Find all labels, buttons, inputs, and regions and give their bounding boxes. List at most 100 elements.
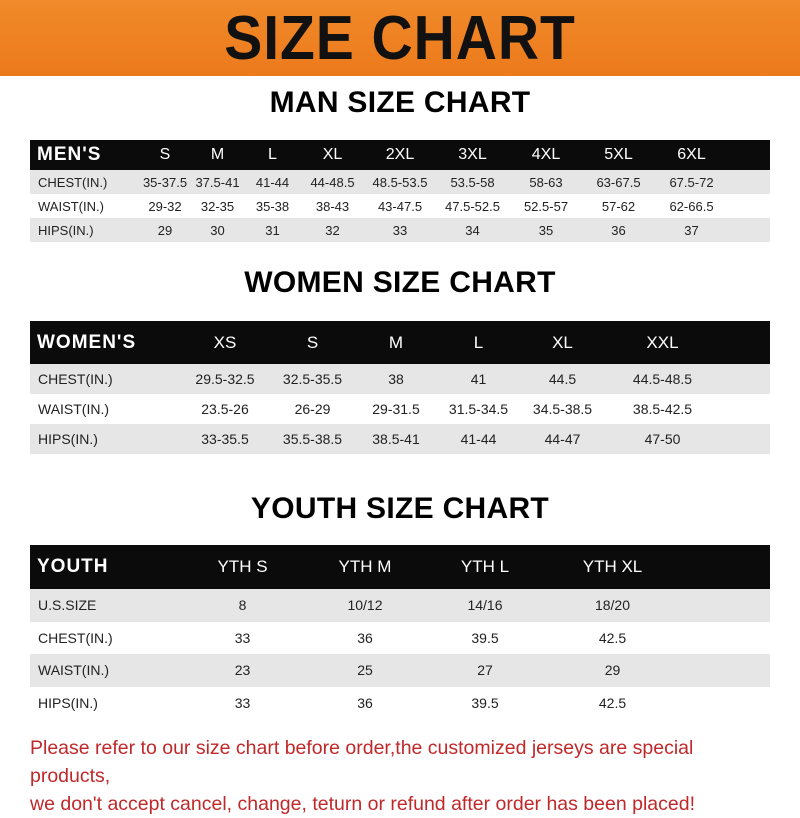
table-row: HIPS(IN.) 29 30 31 32 33 34 35 36 37 (30, 218, 770, 242)
size-header: YTH L (460, 557, 510, 576)
row-label: HIPS(IN.) (38, 222, 94, 238)
table-cell: 30 (210, 222, 225, 238)
table-cell: 8 (238, 597, 247, 614)
table-cell: 39.5 (471, 694, 499, 711)
row-label: WAIST(IN.) (38, 198, 104, 214)
table-cell: 52.5-57 (523, 198, 569, 214)
table-cell: 35-38 (255, 198, 290, 214)
table-cell: 32 (325, 222, 340, 238)
table-row: WAIST(IN.) 23 25 27 29 (30, 654, 770, 687)
table-row: U.S.SIZE 8 10/12 14/16 18/20 (30, 589, 770, 622)
table-cell: 53.5-58 (450, 174, 495, 190)
table-cell: 29 (604, 662, 621, 679)
table-cell: 42.5 (598, 629, 627, 646)
women-size-table: WOMEN'S XS S M L XL XXL CHEST(IN.) 29.5-32.5 32.5… (30, 321, 770, 454)
table-cell: 41-44 (460, 431, 497, 447)
notice-line-2: we don't accept cancel, change, teturn o… (30, 793, 695, 815)
header-row: YOUTH YTH S YTH M YTH L YTH XL (30, 545, 770, 589)
row-label: WAIST(IN.) (38, 662, 110, 679)
table-cell: 41 (470, 371, 487, 387)
table-cell: 33 (392, 222, 408, 238)
table-cell: 44.5-48.5 (632, 371, 693, 387)
table-row: CHEST(IN.) 29.5-32.5 32.5-35.5 38 41 44.5 44.5… (30, 364, 770, 394)
table-cell: 31.5-34.5 (448, 401, 509, 417)
table-cell: 23 (234, 662, 251, 679)
table-cell: 29 (157, 222, 173, 238)
row-label: HIPS(IN.) (38, 431, 98, 447)
row-label: WAIST(IN.) (38, 401, 110, 417)
table-cell: 33 (234, 694, 251, 711)
size-header: 6XL (677, 146, 706, 163)
table-cell: 23.5-26 (201, 401, 249, 417)
size-header: YTH M (338, 557, 392, 576)
table-cell: 10/12 (347, 597, 383, 614)
size-header: 2XL (385, 146, 415, 163)
table-cell: 43-47.5 (377, 198, 423, 214)
table-cell: 38.5-41 (372, 431, 420, 447)
table-heading: YOUTH (37, 556, 109, 577)
size-header: L (268, 146, 277, 163)
table-cell: 44.5 (548, 371, 577, 387)
table-cell: 36 (357, 694, 373, 711)
table-cell: 25 (357, 662, 373, 679)
banner: SIZE CHART (0, 0, 800, 76)
size-header: XL (552, 332, 573, 352)
table-cell: 14/16 (467, 597, 503, 614)
table-cell: 29.5-32.5 (195, 371, 255, 387)
table-cell: 38 (388, 371, 404, 387)
women-chart-title: WOMEN SIZE CHART (244, 266, 556, 299)
size-header: S (159, 146, 171, 163)
table-cell: 34 (465, 222, 480, 238)
table-row: HIPS(IN.) 33-35.5 35.5-38.5 38.5-41 41-44 44-… (30, 424, 770, 454)
size-header: XS (213, 332, 237, 352)
table-cell: 67.5-72 (669, 174, 714, 190)
table-cell: 44-47 (544, 431, 581, 447)
table-cell: 35 (538, 222, 554, 238)
table-cell: 57-62 (601, 198, 636, 214)
size-header: XXL (646, 332, 679, 352)
table-heading: MEN'S (37, 144, 102, 165)
size-header: 3XL (458, 146, 487, 163)
table-cell: 38.5-42.5 (632, 401, 693, 417)
size-header: L (473, 332, 484, 352)
table-cell: 37.5-41 (195, 174, 240, 190)
table-cell: 47.5-52.5 (445, 198, 500, 214)
table-row: WAIST(IN.) 29-32 32-35 35-38 38-43 43-47.5 47.… (30, 194, 770, 218)
table-cell: 63-67.5 (596, 174, 641, 190)
table-cell: 35.5-38.5 (282, 431, 343, 447)
banner-title: SIZE CHART (224, 3, 576, 73)
row-label: CHEST(IN.) (38, 371, 113, 387)
table-cell: 32.5-35.5 (282, 371, 343, 387)
table-row: CHEST(IN.) 35-37.5 37.5-41 41-44 44-48.5 48.5… (30, 170, 770, 194)
table-cell: 34.5-38.5 (532, 401, 593, 417)
table-row: WAIST(IN.) 23.5-26 26-29 29-31.5 31.5-34.5 34… (30, 394, 770, 424)
men-chart-title: MAN SIZE CHART (269, 86, 531, 119)
table-cell: 37 (684, 222, 699, 238)
table-row: CHEST(IN.) 33 36 39.5 42.5 (30, 621, 770, 654)
table-cell: 36 (611, 222, 626, 238)
table-cell: 38-43 (315, 198, 350, 214)
size-header: M (388, 332, 404, 352)
table-cell: 33 (234, 629, 251, 646)
header-row: MEN'S S M L XL 2XL 3XL 4XL 5XL 6XL (30, 140, 770, 170)
size-header: 5XL (604, 146, 633, 163)
table-row: HIPS(IN.) 33 36 39.5 42.5 (30, 686, 770, 719)
table-cell: 32-35 (200, 198, 235, 214)
order-notice: Please refer to our size chart before or… (30, 734, 775, 818)
size-header: 4XL (531, 146, 561, 163)
size-header: M (210, 146, 225, 163)
table-cell: 18/20 (594, 597, 631, 614)
table-cell: 33-35.5 (201, 431, 249, 447)
men-size-table: MEN'S S M L XL 2XL 3XL 4XL 5XL 6XL CHEST(IN.) 35-37… (30, 140, 770, 242)
table-cell: 47-50 (644, 431, 681, 447)
table-cell: 62-66.5 (669, 198, 714, 214)
youth-chart-title: YOUTH SIZE CHART (250, 492, 550, 525)
table-cell: 41-44 (255, 174, 290, 190)
size-header: XL (322, 146, 343, 163)
row-label: CHEST(IN.) (38, 174, 108, 190)
table-cell: 42.5 (598, 694, 627, 711)
table-cell: 36 (357, 629, 373, 646)
table-cell: 35-37.5 (142, 174, 188, 190)
row-label: U.S.SIZE (38, 597, 97, 614)
notice-line-1: Please refer to our size chart before or… (30, 737, 694, 787)
